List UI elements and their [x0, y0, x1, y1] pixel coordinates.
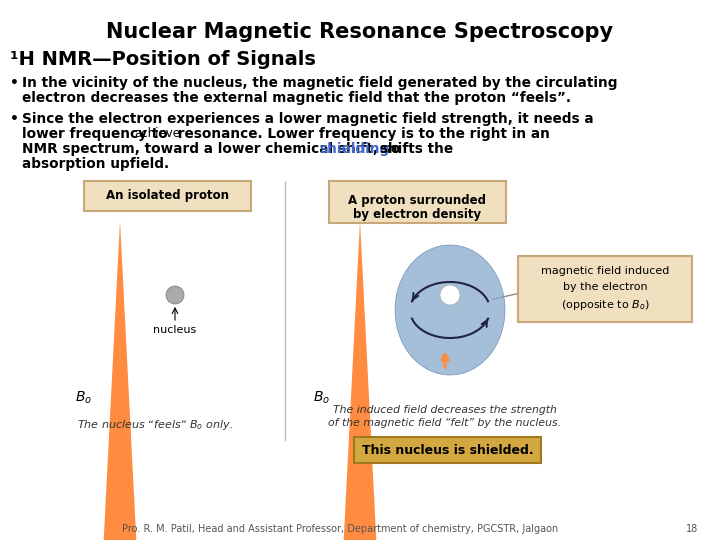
Text: lower frequency to: lower frequency to	[22, 127, 173, 141]
Text: absorption upfield.: absorption upfield.	[22, 157, 169, 171]
Text: •: •	[10, 76, 19, 90]
Text: by electron density: by electron density	[354, 208, 482, 221]
Text: NMR spectrum, toward a lower chemical shift, so: NMR spectrum, toward a lower chemical sh…	[22, 142, 405, 156]
Text: (opposite to $B_o$): (opposite to $B_o$)	[561, 298, 649, 312]
Text: shifts the: shifts the	[375, 142, 453, 156]
Text: resonance. Lower frequency is to the right in an: resonance. Lower frequency is to the rig…	[173, 127, 550, 141]
Text: The nucleus “feels” $B_o$ only.: The nucleus “feels” $B_o$ only.	[77, 418, 233, 432]
Text: 18: 18	[686, 524, 698, 534]
Text: This nucleus is shielded.: This nucleus is shielded.	[361, 443, 534, 456]
Text: The induced field decreases the strength: The induced field decreases the strength	[333, 405, 557, 415]
FancyBboxPatch shape	[84, 181, 251, 211]
Text: magnetic field induced: magnetic field induced	[541, 266, 669, 276]
Text: An isolated proton: An isolated proton	[106, 190, 229, 202]
Text: shielding: shielding	[319, 142, 390, 156]
Text: by the electron: by the electron	[563, 282, 647, 292]
Circle shape	[166, 286, 184, 304]
Text: Since the electron experiences a lower magnetic field strength, it needs a: Since the electron experiences a lower m…	[22, 112, 593, 126]
Text: •: •	[10, 112, 19, 126]
Text: In the vicinity of the nucleus, the magnetic field generated by the circulating: In the vicinity of the nucleus, the magn…	[22, 76, 618, 90]
FancyBboxPatch shape	[329, 181, 506, 223]
Text: of the magnetic field “felt” by the nucleus.: of the magnetic field “felt” by the nucl…	[328, 418, 562, 428]
Text: Pro. R. M. Patil, Head and Assistant Professor, Department of chemistry, PGCSTR,: Pro. R. M. Patil, Head and Assistant Pro…	[122, 524, 558, 534]
Circle shape	[440, 285, 460, 305]
Text: Nuclear Magnetic Resonance Spectroscopy: Nuclear Magnetic Resonance Spectroscopy	[107, 22, 613, 42]
Text: A proton surrounded: A proton surrounded	[348, 194, 487, 207]
Text: $B_o$: $B_o$	[75, 390, 92, 407]
Text: ¹H NMR—Position of Signals: ¹H NMR—Position of Signals	[10, 50, 316, 69]
FancyBboxPatch shape	[518, 256, 692, 322]
FancyBboxPatch shape	[354, 437, 541, 463]
Ellipse shape	[395, 245, 505, 375]
Text: nucleus: nucleus	[153, 325, 197, 335]
Text: electron decreases the external magnetic field that the proton “feels”.: electron decreases the external magnetic…	[22, 91, 571, 105]
Text: $B_o$: $B_o$	[313, 390, 330, 407]
Text: achieve: achieve	[134, 127, 180, 140]
